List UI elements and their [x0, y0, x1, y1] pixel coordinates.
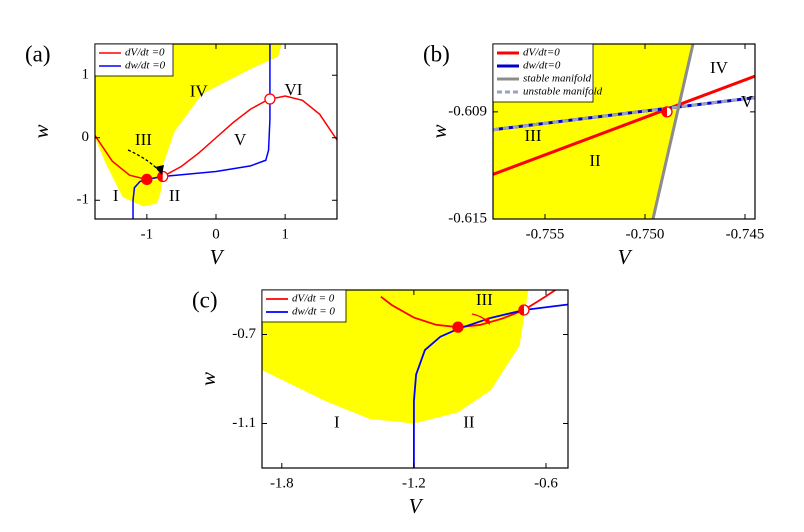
- region-label: II: [463, 412, 475, 431]
- panel-label: (c): [192, 287, 218, 312]
- x-tick-label: -1.2: [402, 475, 426, 491]
- region-label: II: [589, 151, 601, 170]
- x-axis-label: V: [618, 245, 633, 269]
- region-label: I: [113, 186, 119, 205]
- fixed-point: [452, 321, 464, 333]
- legend-label: dV/dt =0: [125, 47, 165, 59]
- y-tick-label: -0.609: [448, 103, 487, 119]
- region-label: V: [234, 130, 247, 149]
- panel-label: (b): [423, 41, 450, 66]
- y-axis-label: w: [427, 124, 451, 138]
- nullcline: [95, 95, 337, 181]
- region-label: I: [334, 412, 340, 431]
- x-tick-label: -1: [141, 226, 154, 242]
- y-tick-label: -1.1: [232, 415, 256, 431]
- region-label: III: [135, 130, 152, 149]
- legend-label: dV/dt = 0: [292, 293, 335, 305]
- y-axis-label: w: [196, 372, 220, 386]
- region: [95, 44, 282, 207]
- legend-label: unstable manifold: [523, 86, 603, 98]
- fixed-point: [264, 93, 276, 105]
- nullcline: [412, 303, 568, 468]
- region-label: V: [741, 92, 754, 111]
- region-label: VI: [284, 80, 302, 99]
- panel-label: (a): [25, 41, 51, 66]
- legend-label: dV/dt=0: [523, 47, 560, 59]
- nullcline: [132, 44, 271, 219]
- x-tick-label: -0.745: [726, 226, 765, 242]
- legend-label: stable manifold: [523, 73, 592, 85]
- nullcline: [493, 74, 755, 176]
- legend-box: [94, 43, 174, 77]
- region-label: IV: [190, 82, 209, 101]
- x-axis-label: V: [210, 245, 225, 269]
- x-tick-label: 1: [281, 226, 289, 242]
- legend-box: [261, 289, 347, 323]
- y-axis-label: w: [29, 124, 53, 138]
- x-tick-label: -0.755: [526, 226, 565, 242]
- y-tick-label: 1: [82, 67, 90, 83]
- y-tick-label: 0: [82, 129, 90, 145]
- legend-label: dw/dt = 0: [292, 306, 335, 318]
- x-tick-label: -0.6: [534, 475, 558, 491]
- region-label: IV: [710, 58, 729, 77]
- legend-label: dw/dt=0: [523, 60, 561, 72]
- axes-frame: [492, 43, 756, 220]
- plot-area: [262, 290, 568, 468]
- arrow-head: [483, 317, 490, 325]
- y-tick-label: -0.615: [448, 210, 487, 226]
- x-tick-label: -1.8: [270, 475, 294, 491]
- fixed-point-half: [662, 106, 667, 117]
- nullcline: [651, 44, 695, 219]
- nullcline: [493, 96, 755, 132]
- arrow-head: [155, 165, 164, 175]
- x-tick-label: 0: [212, 226, 220, 242]
- fixed-point-half: [518, 305, 524, 316]
- plot-area: [95, 44, 337, 219]
- region-label: II: [169, 186, 181, 205]
- legend-label: dw/dt =0: [125, 60, 166, 72]
- axes-frame: [261, 289, 569, 469]
- y-tick-label: -1: [77, 192, 90, 208]
- region-label: III: [525, 126, 542, 145]
- fixed-point: [141, 173, 153, 186]
- x-axis-label: V: [409, 494, 424, 518]
- x-tick-label: -0.750: [626, 226, 665, 242]
- region-label: III: [476, 290, 493, 309]
- y-tick-label: -0.7: [232, 326, 256, 342]
